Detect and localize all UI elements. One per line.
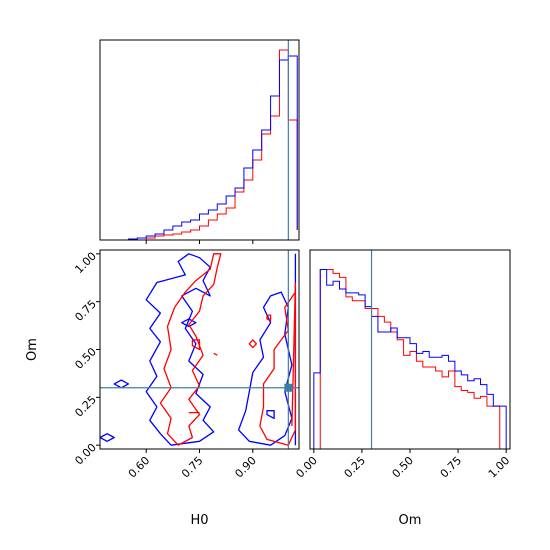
h0-hist-plot-area xyxy=(101,40,298,240)
contour-blue-3 xyxy=(100,433,115,442)
om-hist-series-blue xyxy=(313,269,507,449)
contour-red-6 xyxy=(213,352,218,356)
contour-blue-2 xyxy=(113,379,130,389)
om-xtick-label-3: 0.75 xyxy=(438,454,465,481)
h0-om-contour-panel: 0.60 0.75 0.90 0.00 0.25 0.50 0.75 1.00 H0 Om xyxy=(25,249,300,528)
om-xtick-label-1: 0.25 xyxy=(342,454,369,481)
om-marginal-histogram: 0.00 0.25 0.50 0.75 1.00 Om xyxy=(293,249,513,528)
om-xtick-label-2: 0.50 xyxy=(390,454,417,481)
joint-ytick-label-3: 0.75 xyxy=(72,297,99,324)
joint-ytick-label-0: 0.00 xyxy=(72,441,99,468)
om-xtick-label-4: 1.00 xyxy=(486,454,513,481)
joint-xtick-label-2: 0.90 xyxy=(232,454,259,481)
contour-blue-0 xyxy=(145,253,215,446)
y-axis-label-om: Om xyxy=(25,338,40,361)
contour-red-1 xyxy=(259,291,297,446)
joint-ytick-label-2: 0.50 xyxy=(72,345,99,372)
om-xtick-label-0: 0.00 xyxy=(293,454,320,481)
om-hist-frame xyxy=(309,249,511,450)
contour-red-7 xyxy=(291,282,297,427)
contour-blue-4 xyxy=(181,318,197,328)
joint-plot-area xyxy=(100,250,299,449)
contour-blue-5 xyxy=(266,410,275,420)
om-hist-plot-area xyxy=(313,250,507,449)
contour-red-4 xyxy=(266,314,272,322)
joint-ytick-label-1: 0.25 xyxy=(72,393,99,420)
h0-hist-series-red xyxy=(101,49,298,240)
joint-xtick-label-1: 0.75 xyxy=(179,454,206,481)
contour-red-2 xyxy=(248,339,258,349)
om-hist-series-red xyxy=(313,269,507,449)
h0-hist-frame xyxy=(99,39,300,241)
contour-red-3 xyxy=(191,339,201,351)
joint-truth-marker xyxy=(284,383,293,392)
x-axis-label-om: Om xyxy=(399,513,422,528)
joint-ytick-label-4: 1.00 xyxy=(72,250,99,277)
h0-hist-series-blue xyxy=(101,55,298,240)
h0-marginal-histogram xyxy=(99,39,300,244)
contour-blue-1 xyxy=(237,291,293,446)
x-axis-label-h0: H0 xyxy=(190,513,208,528)
joint-xtick-label-0: 0.60 xyxy=(126,454,153,481)
contour-red-0 xyxy=(159,253,222,446)
